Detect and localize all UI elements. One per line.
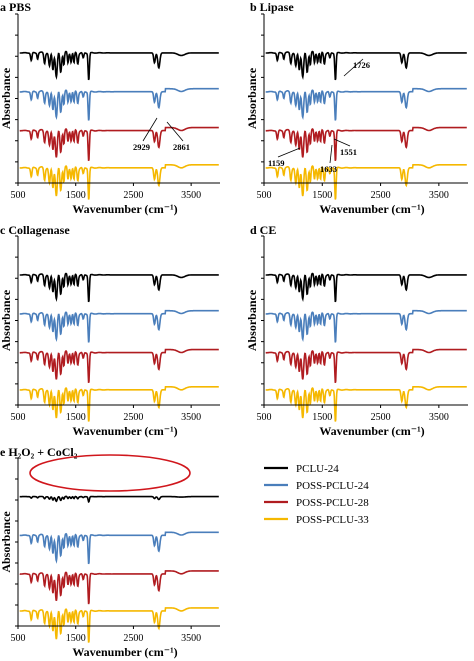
panel-1: a PBS 500 1500 2500 3500 Wavenumber (cm⁻¹) Abs… [0,0,220,216]
x-tick-label: 3500 [181,412,201,423]
y-axis-label: Absorbance [0,67,13,129]
x-tick-label: 1500 [312,190,332,201]
x-axis-label: Wavenumber (cm⁻¹) [72,202,177,216]
series-line-poss-pclu-33 [265,164,467,200]
y-axis-label: Absorbance [0,289,13,351]
y-axis-label: Absorbance [245,67,259,129]
series-line-poss-pclu-28 [19,126,219,161]
x-tick-label: 2500 [371,190,391,201]
annotation-arrow [329,144,333,164]
annotation-label: 2861 [173,142,190,152]
series-line-poss-pclu-33 [19,607,219,643]
x-tick-label: 500 [11,412,26,423]
legend-label: PCLU-24 [296,463,339,475]
series-line-pclu-24 [265,272,467,303]
series-line-pclu-24 [265,50,467,81]
legend-label: POSS-PCLU-33 [296,514,369,526]
panel-title: a PBS [0,0,31,14]
x-tick-label: 2500 [123,190,143,201]
annotation-label: 1633 [320,164,337,174]
highlight-ellipse [29,454,191,492]
annotation-arrow [277,147,301,158]
series-line-pclu-24 [19,495,219,503]
legend: PCLU-24 POSS-PCLU-24 POSS-PCLU-28 POSS-PCLU… [264,463,369,526]
series-line-poss-pclu-24 [19,309,219,343]
panel-title: d CE [250,223,276,237]
series-line-poss-pclu-33 [19,164,219,200]
series-line-poss-pclu-24 [19,531,219,565]
x-axis-label: Wavenumber (cm⁻¹) [72,645,177,659]
panel-title: c Collagenase [0,223,70,237]
x-tick-label: 1500 [312,412,332,423]
series-line-poss-pclu-28 [265,348,467,383]
x-tick-label: 1500 [66,190,86,201]
series-line-poss-pclu-24 [19,87,219,121]
x-tick-label: 500 [257,412,272,423]
y-axis-label: Absorbance [245,289,259,351]
x-axis-label: Wavenumber (cm⁻¹) [319,424,424,438]
annotation-label: 1726 [353,60,370,70]
x-tick-label: 500 [11,633,26,644]
annotation-label: 1159 [268,158,285,168]
panel-3: c Collagenase 500 1500 2500 3500 Wavenumber (… [0,223,220,438]
annotation-label: 1551 [340,147,357,157]
series-line-poss-pclu-24 [265,309,467,343]
series-line-poss-pclu-28 [19,348,219,383]
x-tick-label: 3500 [429,412,449,423]
x-axis-label: Wavenumber (cm⁻¹) [319,202,424,216]
series-line-poss-pclu-28 [19,570,219,605]
x-tick-label: 3500 [429,190,449,201]
legend-label: POSS-PCLU-24 [296,480,369,492]
panel-title: e H₂O₂ + CoCl₂ [0,445,78,459]
series-line-pclu-24 [19,50,219,81]
annotation-arrow [166,121,184,142]
x-tick-label: 2500 [371,412,391,423]
x-tick-label: 500 [257,190,272,201]
series-line-pclu-24 [19,272,219,303]
series-line-poss-pclu-33 [265,386,467,422]
series-line-poss-pclu-24 [265,87,467,121]
series-line-poss-pclu-33 [19,386,219,422]
annotation-arrow [142,117,158,142]
panel-4: d CE 500 1500 2500 3500 Wavenumber (cm⁻¹) Abso… [245,223,468,438]
x-tick-label: 500 [11,190,26,201]
series-line-poss-pclu-28 [265,126,467,161]
annotation-label: 2929 [133,142,150,152]
annotation-arrow [333,138,351,147]
legend-label: POSS-PCLU-28 [296,497,369,509]
x-tick-label: 1500 [66,412,86,423]
x-axis-label: Wavenumber (cm⁻¹) [72,424,177,438]
x-tick-label: 2500 [123,633,143,644]
x-tick-label: 1500 [66,633,86,644]
x-tick-label: 3500 [181,190,201,201]
annotation-arrow [343,58,364,77]
panel-title: b Lipase [250,0,294,14]
x-tick-label: 2500 [123,412,143,423]
panel-5: e H₂O₂ + CoCl₂ 500 1500 2500 3500 Wavenumber … [0,445,220,659]
panel-2: b Lipase 500 1500 2500 3500 Wavenumber (cm⁻¹)… [245,0,468,216]
x-tick-label: 3500 [181,633,201,644]
y-axis-label: Absorbance [0,511,13,573]
